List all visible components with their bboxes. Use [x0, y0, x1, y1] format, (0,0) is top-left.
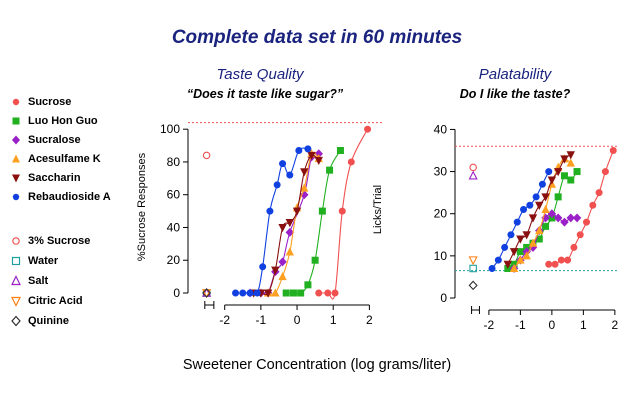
taste-control-citric-acid	[202, 289, 212, 299]
taste-point-sucrose	[315, 289, 323, 297]
legend-item-salt: Salt	[10, 273, 150, 289]
taste-point-acesulfame-k	[285, 247, 294, 256]
taste-point-acesulfame-k	[300, 183, 309, 192]
chart-title-taste-quality: Taste Quality	[216, 66, 304, 83]
taste-point-rebaudioside-a	[239, 289, 247, 297]
taste-x-tick-label: 1	[330, 313, 337, 327]
taste-point-luo-hon-guo	[304, 281, 312, 289]
square-open-icon	[11, 256, 21, 266]
taste-point-acesulfame-k	[271, 288, 280, 297]
taste-point-luo-hon-guo	[282, 289, 290, 297]
triangle-down-filled-icon	[12, 174, 20, 183]
taste-point-rebaudioside-a	[304, 145, 312, 153]
taste-y-tick-label: 80	[167, 155, 181, 169]
taste-curve-saccharin	[253, 154, 320, 296]
taste-point-luo-hon-guo	[297, 289, 305, 297]
taste-y-axis-label: %Sucrose Responses	[136, 152, 148, 261]
legend-item-luo-hon-guo: Luo Hon Guo	[10, 113, 150, 129]
taste-point-saccharin	[278, 223, 287, 233]
legend-item-rebaudioside-a: Rebaudioside A	[10, 189, 150, 205]
taste-point-luo-hon-guo	[326, 166, 334, 174]
taste-point-rebaudioside-a	[279, 160, 287, 168]
taste-point-acesulfame-k	[278, 271, 287, 281]
taste-x-tick-label: -2	[219, 313, 230, 327]
shared-x-axis-label: Sweetener Concentration (log grams/liter…	[182, 357, 452, 373]
taste-control-bracket	[204, 301, 215, 309]
taste-point-rebaudioside-a	[253, 289, 261, 297]
triangle-up-filled-icon	[12, 154, 20, 163]
chart-title-palatability: Palatability	[478, 66, 552, 83]
taste-control-3pct-sucrose	[202, 151, 211, 160]
taste-point-rebaudioside-a	[295, 146, 303, 154]
taste-y-tick-label: 60	[167, 188, 181, 202]
taste-y-tick-label: 20	[167, 253, 181, 267]
main-title: Complete data set in 60 minutes	[171, 27, 463, 48]
taste-point-sucrose	[324, 289, 332, 297]
taste-point-saccharin	[271, 266, 280, 275]
taste-y-tick-label: 40	[167, 220, 181, 234]
taste-point-luo-hon-guo	[336, 146, 344, 154]
legend-item-quinine: Quinine	[10, 313, 150, 329]
triangle-up-open-icon	[11, 275, 21, 286]
taste-point-saccharin	[300, 168, 309, 177]
taste-control-quinine	[202, 288, 212, 298]
taste-point-luo-hon-guo	[311, 256, 319, 264]
triangle-down-open-icon	[11, 296, 21, 307]
diamond-open-icon	[11, 315, 21, 327]
taste-point-rebaudioside-a	[232, 289, 240, 297]
taste-point-rebaudioside-a	[259, 263, 267, 271]
square-filled-icon	[12, 117, 20, 125]
taste-point-saccharin	[307, 151, 316, 161]
taste-point-saccharin	[285, 219, 294, 228]
legend-item-acesulfame-k: Acesulfame K	[10, 151, 150, 167]
legend-item-sucralose: Sucralose	[10, 132, 150, 148]
chart-subtitle-palatability: Do I like the taste?	[459, 87, 571, 101]
taste-point-saccharin	[292, 207, 302, 216]
chart-subtitle-taste-quality: “Does it taste like sugar?”	[186, 87, 344, 101]
taste-point-rebaudioside-a	[286, 171, 294, 179]
taste-x-tick-label: 2	[366, 313, 373, 327]
taste-point-sucrose	[338, 207, 346, 215]
taste-point-rebaudioside-a	[246, 289, 254, 297]
legend-item-saccharin: Saccharin	[10, 170, 150, 186]
taste-curve-rebaudioside-a	[235, 147, 308, 296]
legend-item-sucrose: Sucrose	[10, 94, 150, 110]
taste-point-sucrose	[347, 158, 355, 166]
taste-point-sucralose	[285, 227, 295, 237]
legend-item-water: Water	[10, 253, 150, 269]
taste-point-luo-hon-guo	[289, 289, 297, 297]
taste-point-sucrose	[331, 289, 339, 297]
taste-point-saccharin	[263, 289, 273, 298]
legend-item-citric-acid: Citric Acid	[10, 293, 150, 309]
taste-point-saccharin	[314, 156, 323, 165]
legend-sweeteners: Sucrose Luo Hon Guo Sucralose Acesulfame…	[10, 94, 150, 208]
taste-point-sucrose	[364, 125, 372, 133]
taste-point-rebaudioside-a	[266, 207, 274, 215]
taste-y-tick-label: 100	[160, 122, 180, 136]
diamond-filled-icon	[12, 135, 20, 145]
circle-open-icon	[12, 237, 20, 245]
circle-filled-icon	[12, 98, 20, 106]
taste-x-tick-label: 0	[294, 313, 301, 327]
legend-controls: 3% Sucrose Water Salt Citric Acid Quinin…	[10, 233, 150, 333]
legend-item-3pct-sucrose: 3% Sucrose	[10, 233, 150, 249]
taste-point-luo-hon-guo	[318, 207, 326, 215]
taste-point-sucralose	[278, 257, 287, 267]
taste-point-rebaudioside-a	[273, 181, 281, 189]
taste-y-tick-label: 0	[173, 286, 180, 300]
circle-filled-icon	[12, 193, 20, 201]
taste-x-tick-label: -1	[256, 313, 267, 327]
